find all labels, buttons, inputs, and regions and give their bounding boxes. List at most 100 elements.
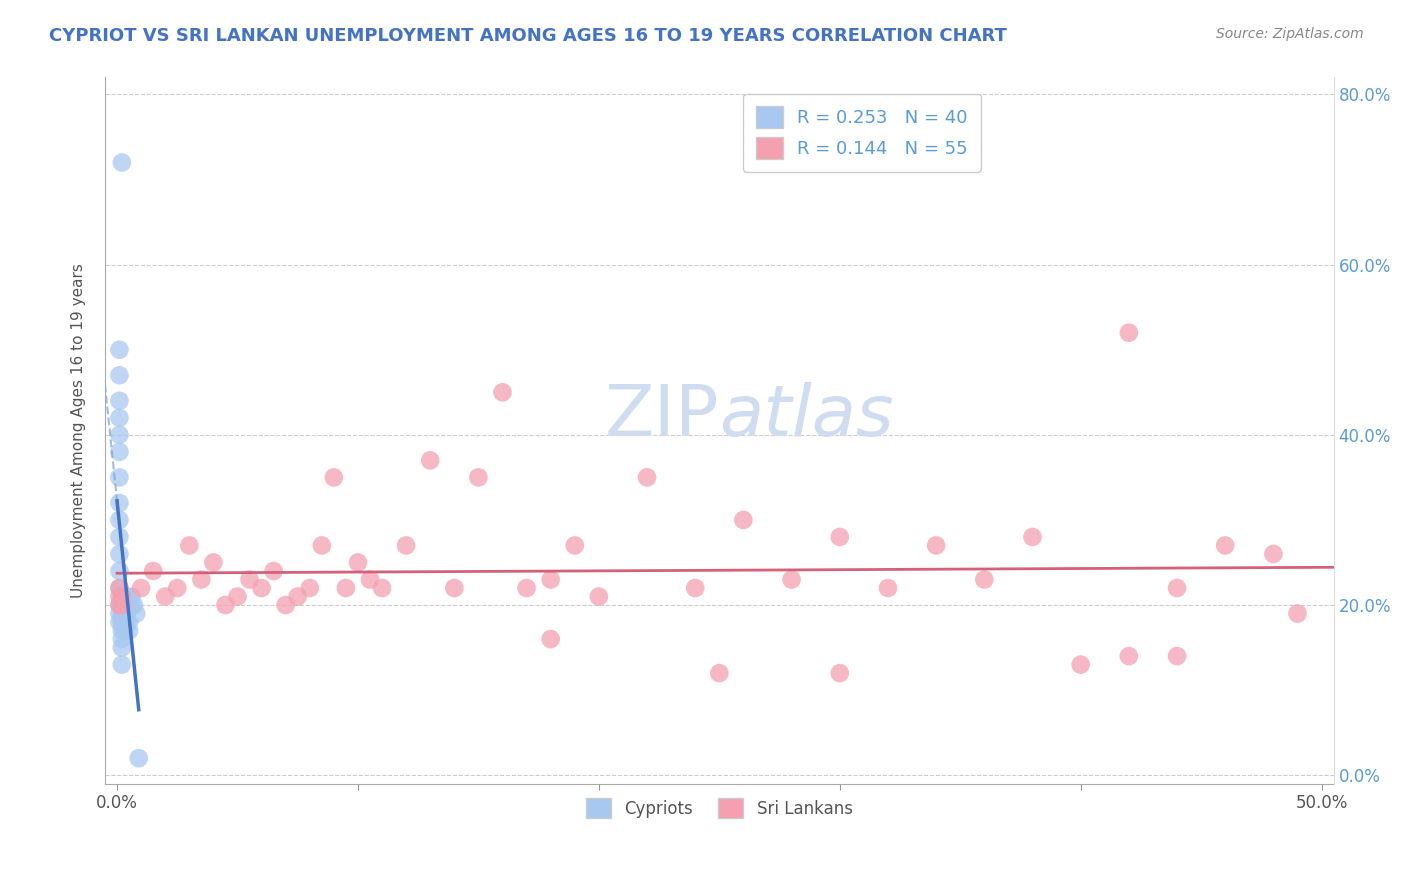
Text: Source: ZipAtlas.com: Source: ZipAtlas.com [1216, 27, 1364, 41]
Point [111, 632, 134, 646]
Point [1021, 530, 1043, 544]
Legend: Cypriots, Sri Lankans: Cypriots, Sri Lankans [579, 791, 859, 825]
Point [128, 751, 150, 765]
Point [108, 470, 131, 484]
Point [190, 573, 212, 587]
Point [516, 581, 538, 595]
Point [828, 666, 851, 681]
Point [111, 607, 134, 621]
Point [1118, 326, 1140, 340]
Point [111, 590, 134, 604]
Point [287, 590, 309, 604]
Point [112, 598, 135, 612]
Point [108, 607, 131, 621]
Text: ZIP: ZIP [605, 382, 720, 451]
Point [250, 581, 273, 595]
Point [1166, 581, 1188, 595]
Point [108, 615, 131, 629]
Point [564, 539, 586, 553]
Point [122, 598, 145, 612]
Point [108, 496, 131, 510]
Point [108, 445, 131, 459]
Point [121, 598, 143, 612]
Point [108, 564, 131, 578]
Point [115, 607, 138, 621]
Point [111, 155, 134, 169]
Point [108, 410, 131, 425]
Point [263, 564, 285, 578]
Point [322, 470, 344, 484]
Point [125, 607, 148, 621]
Point [709, 666, 731, 681]
Point [347, 556, 370, 570]
Point [112, 615, 135, 629]
Point [112, 607, 135, 621]
Point [238, 573, 260, 587]
Point [108, 343, 131, 357]
Point [108, 368, 131, 383]
Point [419, 453, 441, 467]
Point [111, 640, 134, 655]
Point [335, 581, 357, 595]
Point [359, 573, 381, 587]
Text: atlas: atlas [720, 382, 894, 451]
Point [111, 615, 134, 629]
Point [540, 573, 562, 587]
Point [115, 590, 138, 604]
Point [443, 581, 465, 595]
Point [214, 598, 236, 612]
Point [683, 581, 706, 595]
Point [179, 539, 201, 553]
Point [491, 385, 513, 400]
Point [118, 624, 141, 638]
Point [1070, 657, 1092, 672]
Point [371, 581, 394, 595]
Point [108, 581, 131, 595]
Point [108, 590, 131, 604]
Point [142, 564, 165, 578]
Point [298, 581, 321, 595]
Point [1213, 539, 1236, 553]
Point [540, 632, 562, 646]
Point [226, 590, 249, 604]
Point [111, 624, 134, 638]
Point [108, 427, 131, 442]
Point [111, 590, 134, 604]
Text: CYPRIOT VS SRI LANKAN UNEMPLOYMENT AMONG AGES 16 TO 19 YEARS CORRELATION CHART: CYPRIOT VS SRI LANKAN UNEMPLOYMENT AMONG… [49, 27, 1007, 45]
Point [112, 590, 135, 604]
Point [121, 590, 143, 604]
Point [395, 539, 418, 553]
Point [828, 530, 851, 544]
Point [877, 581, 900, 595]
Point [1263, 547, 1285, 561]
Y-axis label: Unemployment Among Ages 16 to 19 years: Unemployment Among Ages 16 to 19 years [72, 263, 86, 598]
Point [925, 539, 948, 553]
Point [636, 470, 658, 484]
Point [1166, 649, 1188, 664]
Point [108, 581, 131, 595]
Point [108, 598, 131, 612]
Point [973, 573, 995, 587]
Point [166, 581, 188, 595]
Point [108, 530, 131, 544]
Point [274, 598, 297, 612]
Point [1118, 649, 1140, 664]
Point [111, 598, 134, 612]
Point [108, 547, 131, 561]
Point [129, 581, 152, 595]
Point [111, 598, 134, 612]
Point [780, 573, 803, 587]
Point [588, 590, 610, 604]
Point [202, 556, 225, 570]
Point [108, 393, 131, 408]
Point [311, 539, 333, 553]
Point [467, 470, 489, 484]
Point [111, 657, 134, 672]
Point [115, 598, 138, 612]
Point [1286, 607, 1309, 621]
Point [733, 513, 755, 527]
Point [108, 598, 131, 612]
Point [108, 513, 131, 527]
Point [112, 624, 135, 638]
Point [118, 615, 141, 629]
